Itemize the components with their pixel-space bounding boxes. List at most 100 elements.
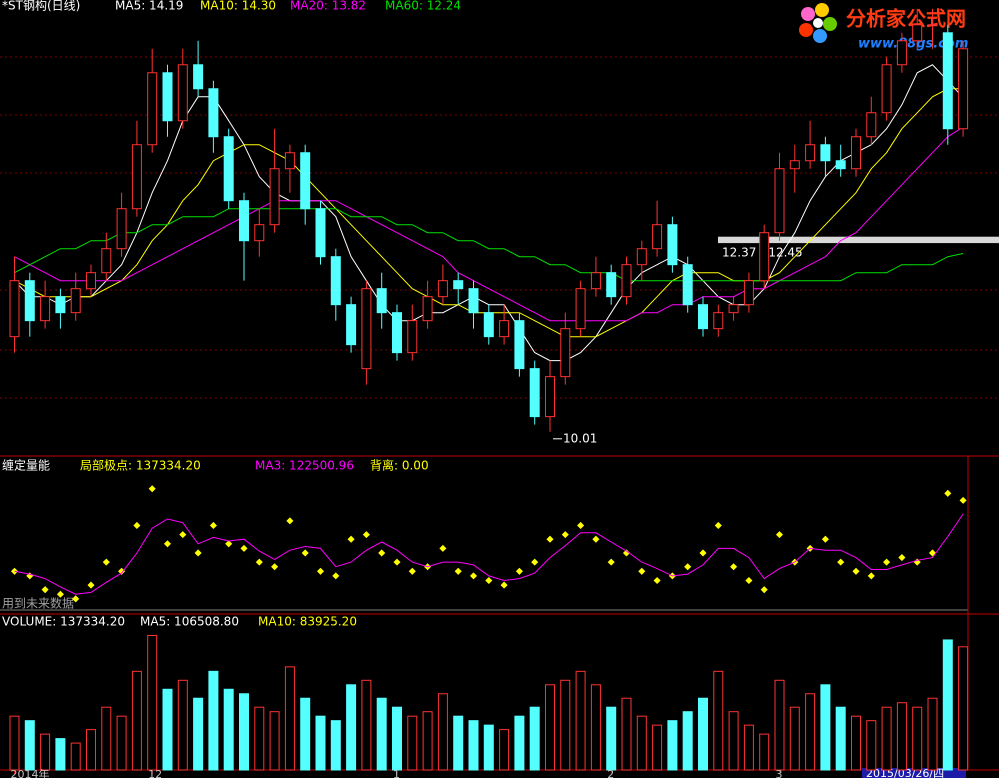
candle-body xyxy=(177,64,188,122)
volume-bar xyxy=(9,715,20,771)
indicator-dot xyxy=(622,549,631,557)
indicator-dot xyxy=(286,517,294,525)
logo-petal xyxy=(813,29,827,43)
volume-bar xyxy=(422,711,433,771)
candle-body xyxy=(40,296,51,322)
candle-body xyxy=(713,312,724,330)
volume-bar xyxy=(743,724,754,771)
logo-title: 分析家公式网 xyxy=(846,7,966,31)
indicator-dot xyxy=(577,521,585,529)
indicator-dot xyxy=(332,572,340,580)
volume-bar xyxy=(942,639,953,771)
volume-bar xyxy=(590,684,601,771)
volume-bar xyxy=(346,684,357,771)
indicator-dot xyxy=(821,535,829,543)
candle-body xyxy=(881,64,892,114)
volume-bar xyxy=(239,693,249,771)
candle-body xyxy=(9,280,20,338)
volume-bar xyxy=(208,670,219,771)
volume-bar xyxy=(468,720,479,771)
volume-bar xyxy=(728,711,739,771)
logo-petal xyxy=(823,17,837,31)
indicator-dot xyxy=(837,558,845,566)
candle-body xyxy=(346,304,357,346)
candle-body xyxy=(468,288,479,314)
volume-bar xyxy=(667,720,678,771)
volume-bar xyxy=(820,684,831,771)
volume-bar xyxy=(805,693,816,771)
volume-bar xyxy=(147,634,158,771)
indicator-dot xyxy=(898,554,906,562)
candle-body xyxy=(86,272,96,290)
candle-body xyxy=(147,72,158,146)
candle-body xyxy=(958,48,969,130)
volume-bar xyxy=(437,693,448,771)
volume-bar xyxy=(514,715,525,771)
indicator-dot xyxy=(944,489,952,497)
volume-bar xyxy=(896,702,907,771)
indicator-dot xyxy=(928,549,937,557)
indicator-dot xyxy=(87,581,95,589)
volume-bar xyxy=(912,706,923,771)
candle-body xyxy=(239,200,249,242)
indicator-dot xyxy=(699,549,707,557)
candle-body xyxy=(254,224,265,242)
legend-entry: MA3: 122500.96 xyxy=(255,459,354,473)
volume-title: VOLUME: 137334.20 xyxy=(2,615,125,629)
volume-bar xyxy=(881,706,892,771)
indicator-dot xyxy=(133,521,141,529)
candle-body xyxy=(300,152,311,210)
candle-body xyxy=(193,64,204,90)
indicator-dot xyxy=(653,576,661,585)
volume-bar xyxy=(315,715,326,771)
volume-bar xyxy=(101,706,112,771)
volume-bar xyxy=(835,706,846,771)
indicator-dot xyxy=(867,572,875,580)
candle-body xyxy=(606,272,617,298)
candle-body xyxy=(483,312,494,338)
indicator-dot xyxy=(163,540,172,548)
candle-body xyxy=(407,320,418,354)
volume-bar xyxy=(254,706,265,771)
logo-petal xyxy=(801,7,815,21)
volume-bar xyxy=(86,729,96,771)
candle-body xyxy=(560,328,571,378)
volume-bar xyxy=(789,706,800,771)
candle-body xyxy=(636,248,647,266)
volume-bar xyxy=(116,715,127,771)
candle-body xyxy=(652,224,663,250)
candle-body xyxy=(942,32,953,130)
volume-bar xyxy=(866,720,877,771)
candle-body xyxy=(514,320,525,370)
legend-entry: MA5: 106508.80 xyxy=(140,615,239,629)
candle-body xyxy=(805,144,816,162)
indicator-dot xyxy=(607,558,615,566)
indicator-dot xyxy=(118,567,126,575)
logo-petal xyxy=(799,23,813,37)
volume-bar xyxy=(453,715,464,771)
x-tick-label: 3 xyxy=(776,768,783,778)
volume-bar xyxy=(545,684,555,771)
candle-body xyxy=(545,376,555,418)
indicator-line xyxy=(14,513,964,595)
candle-body xyxy=(315,208,326,258)
volume-bar xyxy=(682,711,693,771)
indicator-dot xyxy=(546,535,554,543)
volume-bar xyxy=(636,715,647,771)
candle-body xyxy=(851,136,861,170)
legend-entry: MA10: 14.30 xyxy=(200,0,276,13)
indicator-dot xyxy=(684,563,692,571)
volume-bar xyxy=(392,706,402,771)
indicator-dot xyxy=(561,531,569,539)
indicator-dot xyxy=(745,576,753,585)
indicator-dot xyxy=(102,558,110,566)
candle-body xyxy=(269,168,280,226)
indicator-dot xyxy=(959,496,967,504)
volume-bar xyxy=(284,666,295,771)
indicator-dot xyxy=(225,540,233,548)
indicator-title: 缠定量能 xyxy=(2,458,50,473)
indicator-dot xyxy=(347,535,355,543)
legend-entry: MA60: 12.24 xyxy=(385,0,461,13)
volume-bar xyxy=(407,715,418,771)
volume-bar xyxy=(70,742,81,771)
